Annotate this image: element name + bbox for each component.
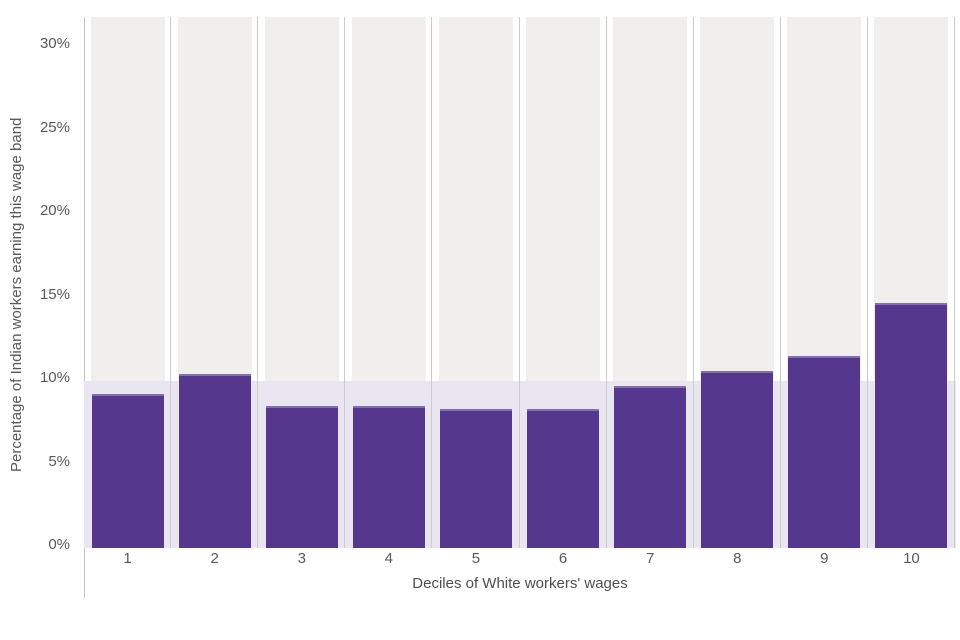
gridline [779, 17, 781, 548]
bar [178, 374, 251, 548]
bar [701, 371, 774, 548]
x-tick-label: 4 [384, 550, 394, 567]
y-axis-line [84, 17, 85, 598]
y-tick-label: 25% [39, 118, 70, 136]
plot-area [84, 17, 956, 548]
x-tick-label: 6 [558, 550, 568, 567]
x-tick-label: 2 [210, 550, 219, 567]
gridline [518, 17, 520, 548]
gridline [866, 17, 868, 548]
x-tick-label: 7 [645, 550, 655, 567]
gridline [692, 17, 694, 548]
gridline [605, 17, 607, 548]
y-tick-label: 5% [48, 452, 70, 470]
bar [788, 356, 861, 548]
y-tick-label: 15% [39, 285, 70, 303]
x-tick-label: 10 [903, 550, 920, 567]
bar [352, 406, 425, 548]
y-tick-label: 20% [39, 202, 70, 219]
y-tick-label: 30% [39, 35, 70, 52]
x-tick-label: 9 [820, 550, 829, 567]
x-tick-label: 5 [471, 550, 481, 567]
x-tick-label: 8 [733, 550, 742, 567]
gridline [431, 17, 433, 548]
bar [439, 409, 512, 548]
y-tick-label: 0% [48, 536, 70, 553]
bar [527, 409, 600, 548]
gridline [257, 17, 259, 548]
gridline [954, 17, 955, 548]
x-tick-label: 1 [123, 550, 132, 567]
bar [614, 386, 687, 548]
gridline [170, 17, 172, 548]
x-tick-label: 3 [297, 550, 306, 567]
gridline [344, 17, 346, 548]
y-tick-label: 10% [39, 369, 70, 386]
bar [265, 406, 338, 548]
x-axis-title: Deciles of White workers' wages [412, 575, 628, 592]
bar [91, 394, 164, 548]
bar [875, 302, 948, 548]
